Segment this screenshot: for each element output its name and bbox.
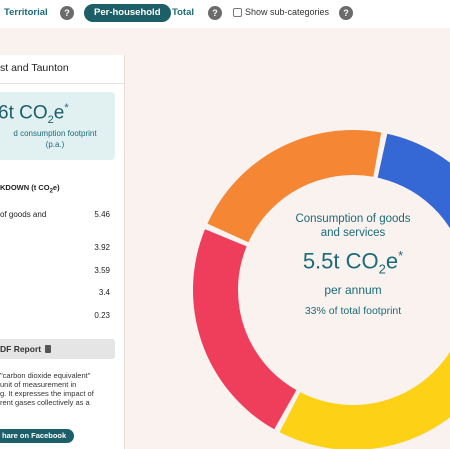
footprint-value: 6t CO2e* <box>0 102 69 127</box>
total-help-icon[interactable]: ? <box>208 6 222 20</box>
selected-category-summary: Consumption of goods and services 5.5t C… <box>268 212 438 317</box>
tab-territorial[interactable]: Territorial <box>4 7 48 18</box>
breakdown-row-label: of goods and <box>0 210 47 219</box>
divider <box>0 83 125 84</box>
footprint-sidebar: st and Taunton 6t CO2e* d consumption fo… <box>0 55 125 449</box>
share-of-total-label: 33% of total footprint <box>304 304 402 317</box>
breakdown-heading: KDOWN (t CO2e) <box>0 183 60 195</box>
selected-category-title: Consumption of goods and services <box>295 213 411 239</box>
breakdown-row-value: 0.23 <box>94 311 110 320</box>
place-name: st and Taunton <box>0 62 69 74</box>
tab-per-household[interactable]: Per-household <box>84 4 171 22</box>
breakdown-row-value: 3.92 <box>94 243 110 252</box>
view-toolbar: Territorial ? Per-household Total ? Show… <box>0 0 450 28</box>
tab-total[interactable]: Total <box>172 7 194 18</box>
breakdown-row-value: 5.46 <box>94 210 110 219</box>
breakdown-row-value: 3.59 <box>94 266 110 275</box>
per-annum-label: per annum <box>324 282 382 297</box>
co2e-explanation: "carbon dioxide equivalent" unit of meas… <box>0 371 94 407</box>
footprint-summary-box: 6t CO2e* d consumption footprint (p.a.) <box>0 92 115 160</box>
footprint-donut-chart <box>192 130 450 449</box>
document-icon <box>45 345 52 353</box>
show-subcategories-checkbox[interactable] <box>233 8 242 17</box>
selected-category-value: 5.5t CO2e* <box>302 248 404 277</box>
breakdown-row-value: 3.4 <box>98 288 110 297</box>
subcategories-help-icon[interactable]: ? <box>339 6 353 20</box>
show-subcategories-label[interactable]: Show sub-categories <box>245 7 330 17</box>
donut-slice-3[interactable] <box>377 133 450 278</box>
donut-slice-0[interactable] <box>279 292 450 449</box>
footprint-caption: d consumption footprint (p.a.) <box>13 129 97 149</box>
share-on-facebook-button[interactable]: hare on Facebook <box>0 429 75 443</box>
territorial-help-icon[interactable]: ? <box>60 6 74 20</box>
download-pdf-report-button[interactable]: DF Report <box>0 339 115 359</box>
donut-slice-1[interactable] <box>192 229 297 430</box>
donut-slice-2[interactable] <box>207 130 382 243</box>
